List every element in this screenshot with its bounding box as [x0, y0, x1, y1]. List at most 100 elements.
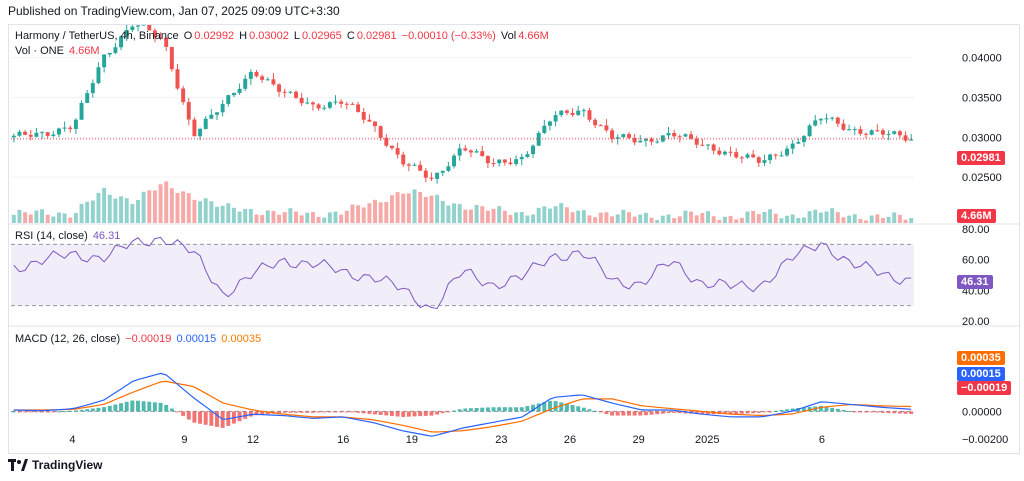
- volume-bar-116: [666, 214, 671, 223]
- macd-hist-bar-108: [621, 411, 626, 416]
- volume-bar-10: [68, 217, 73, 223]
- candle-12: [79, 102, 84, 120]
- volume-bar-49: [288, 208, 293, 223]
- candle-30: [181, 88, 186, 103]
- volume-bar-23: [141, 191, 146, 223]
- candle-57: [333, 101, 338, 103]
- macd-hist-bar-112: [643, 411, 648, 416]
- candle-60: [350, 103, 355, 105]
- candle-61: [356, 104, 361, 112]
- rsi-value: 46.31: [92, 230, 121, 242]
- macd-hist-bar-122: [700, 411, 705, 415]
- volume-bar-34: [203, 198, 208, 223]
- candle-124: [711, 144, 716, 151]
- volume-bar-147: [841, 217, 846, 223]
- candle-7: [51, 134, 56, 136]
- change-value: −0.00010 (−0.33%): [401, 30, 496, 42]
- volume-bar-56: [327, 212, 332, 223]
- candle-49: [288, 91, 293, 93]
- candle-103: [593, 119, 598, 126]
- candle-85: [491, 163, 496, 165]
- candle-23: [141, 25, 146, 26]
- volume-bar-9: [62, 213, 67, 223]
- candle-45: [265, 79, 270, 81]
- macd-signal-value: 0.00035: [221, 333, 262, 345]
- volume-bar-95: [548, 208, 552, 223]
- volume-bar-152: [869, 215, 874, 223]
- macd-hist-bar-14: [90, 408, 95, 412]
- volume-bar-98: [564, 207, 569, 223]
- volume-bar-26: [158, 184, 163, 223]
- macd-hist-bar-97: [559, 402, 564, 412]
- candle-83: [480, 151, 485, 157]
- chart-frame[interactable]: 0.04000 0.03500 0.03000 0.02500 80.00 60.00 4 0…: [8, 24, 1020, 454]
- volume-bar-81: [468, 209, 473, 223]
- volume-bar-145: [830, 208, 835, 223]
- macd-hist-bar-47: [277, 411, 282, 414]
- candle-21: [130, 26, 135, 30]
- candle-158: [903, 135, 908, 141]
- macd-hist-bar-91: [525, 406, 530, 412]
- candle-65: [378, 126, 383, 138]
- footer-brand[interactable]: TradingView: [8, 458, 102, 472]
- volume-bar-27: [164, 181, 169, 223]
- candle-157: [897, 131, 902, 136]
- candle-128: [734, 152, 739, 158]
- volume-bar-142: [813, 209, 818, 223]
- candle-68: [395, 148, 400, 155]
- macd-hist-bar-20: [124, 401, 129, 412]
- macd-hist-bar-69: [401, 411, 406, 417]
- volume-bar-28: [169, 188, 174, 223]
- volume-bar-97: [559, 203, 564, 223]
- volume-bar-35: [209, 201, 214, 223]
- macd-hist-bar-115: [660, 411, 665, 414]
- volume-bar-104: [598, 212, 603, 223]
- candle-84: [485, 156, 490, 164]
- x-tick-label-4: 19: [406, 434, 418, 446]
- candle-16: [102, 54, 107, 68]
- candle-73: [423, 170, 428, 178]
- volume-bar-131: [751, 210, 756, 223]
- volume-bar-0: [11, 214, 16, 223]
- macd-hist-bar-102: [587, 409, 592, 412]
- macd-hist-bar-13: [85, 409, 90, 412]
- chart-canvas[interactable]: 0.04000 0.03500 0.03000 0.02500 80.00 60.00 4 0…: [9, 25, 1019, 453]
- volume-bar-86: [497, 206, 502, 223]
- macd-hist-bar-76: [440, 411, 445, 414]
- candle-87: [502, 159, 507, 163]
- macd-hist-bar-79: [457, 409, 462, 412]
- candle-104: [598, 125, 603, 127]
- volume-bar-108: [621, 209, 626, 223]
- volume-bar-118: [677, 216, 682, 223]
- candle-75: [435, 172, 440, 179]
- macd-hist-bar-45: [265, 411, 270, 415]
- volume-bar-36: [215, 206, 219, 223]
- macd-hist-bar-51: [299, 411, 304, 413]
- rsi-label: RSI (14, close): [15, 230, 88, 242]
- macd-hist-bar-157: [897, 411, 902, 414]
- volume-bar-19: [119, 196, 124, 223]
- symbol-title[interactable]: Harmony / TetherUS, 4h, Binance: [15, 30, 179, 42]
- candle-69: [401, 154, 406, 165]
- volume-bar-40: [237, 211, 242, 223]
- volume-bar-63: [367, 203, 372, 223]
- macd-hist-bar-54: [316, 411, 321, 413]
- volume-tag: 4.66M: [957, 209, 996, 223]
- candle-88: [508, 162, 513, 165]
- candle-98: [564, 110, 569, 113]
- volume-bar-130: [745, 211, 750, 223]
- volume-bar-44: [260, 215, 265, 223]
- candle-145: [830, 117, 835, 119]
- volume-bar-8: [56, 212, 61, 223]
- candle-9: [62, 127, 67, 129]
- macd-hist-bar-7: [51, 411, 56, 413]
- macd-hist-bar-147: [841, 409, 846, 412]
- rsi-line: [13, 236, 912, 310]
- macd-hist-bar-81: [468, 408, 473, 412]
- volume-bar-80: [463, 209, 468, 223]
- candle-132: [756, 157, 761, 163]
- high-label: H: [239, 30, 248, 42]
- candle-43: [254, 71, 259, 77]
- macd-hist-bar-131: [751, 411, 756, 414]
- price-tick-label-3: 0.03500: [962, 93, 1002, 105]
